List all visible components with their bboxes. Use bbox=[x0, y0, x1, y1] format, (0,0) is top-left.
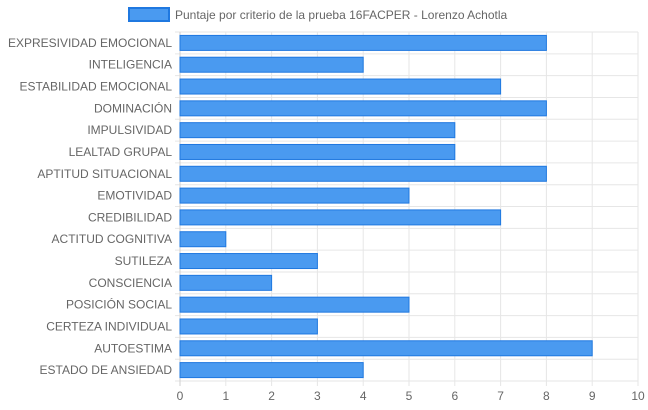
bar[interactable] bbox=[179, 100, 547, 117]
category-label: APTITUD SITUACIONAL bbox=[37, 167, 172, 181]
category-label: SUTILEZA bbox=[115, 254, 172, 268]
bar[interactable] bbox=[179, 78, 502, 95]
category-label: EMOTIVIDAD bbox=[97, 189, 172, 203]
category-label: POSICIÓN SOCIAL bbox=[66, 297, 172, 312]
legend-label: Puntaje por criterio de la prueba 16FACP… bbox=[175, 8, 508, 22]
bar[interactable] bbox=[179, 56, 364, 73]
category-label: CREDIBILIDAD bbox=[88, 210, 172, 224]
bar[interactable] bbox=[179, 34, 547, 51]
x-tick-label: 9 bbox=[589, 389, 596, 403]
category-label: AUTOESTIMA bbox=[94, 341, 172, 355]
category-label: LEALTAD GRUPAL bbox=[69, 145, 173, 159]
x-tick-label: 0 bbox=[177, 389, 184, 403]
category-label: ESTABILIDAD EMOCIONAL bbox=[20, 80, 173, 94]
bar[interactable] bbox=[179, 209, 502, 226]
bar[interactable] bbox=[179, 165, 547, 182]
category-label: ACTITUD COGNITIVA bbox=[52, 232, 172, 246]
x-tick-label: 7 bbox=[497, 389, 504, 403]
bar[interactable] bbox=[179, 253, 318, 270]
x-tick-labels: 0 1 2 3 4 5 6 7 8 9 10 bbox=[177, 389, 645, 403]
category-label: CERTEZA INDIVIDUAL bbox=[46, 319, 172, 333]
legend[interactable]: Puntaje por criterio de la prueba 16FACP… bbox=[128, 7, 508, 22]
category-label: IMPULSIVIDAD bbox=[87, 123, 172, 137]
x-tick-label: 10 bbox=[631, 389, 645, 403]
bar[interactable] bbox=[179, 122, 456, 139]
x-tick-label: 1 bbox=[222, 389, 229, 403]
x-tick-label: 6 bbox=[451, 389, 458, 403]
category-label: EXPRESIVIDAD EMOCIONAL bbox=[8, 36, 172, 50]
bar[interactable] bbox=[179, 274, 273, 291]
bar[interactable] bbox=[179, 340, 593, 357]
category-label: ESTADO DE ANSIEDAD bbox=[40, 363, 173, 377]
bar[interactable] bbox=[179, 231, 227, 248]
bar[interactable] bbox=[179, 143, 456, 160]
x-tick-label: 8 bbox=[543, 389, 550, 403]
category-labels: EXPRESIVIDAD EMOCIONAL INTELIGENCIA ESTABI… bbox=[8, 36, 172, 377]
bar[interactable] bbox=[179, 318, 318, 335]
category-label: CONSCIENCIA bbox=[89, 276, 172, 290]
bar[interactable] bbox=[179, 362, 364, 379]
x-tick-label: 3 bbox=[314, 389, 321, 403]
bars bbox=[179, 34, 593, 379]
x-tick-label: 5 bbox=[406, 389, 413, 403]
bar[interactable] bbox=[179, 187, 410, 204]
bar[interactable] bbox=[179, 296, 410, 313]
category-label: DOMINACIÓN bbox=[94, 100, 172, 115]
x-tick-label: 2 bbox=[268, 389, 275, 403]
grid bbox=[175, 31, 639, 386]
legend-swatch bbox=[128, 7, 170, 22]
category-label: INTELIGENCIA bbox=[89, 58, 172, 72]
x-tick-label: 4 bbox=[360, 389, 367, 403]
